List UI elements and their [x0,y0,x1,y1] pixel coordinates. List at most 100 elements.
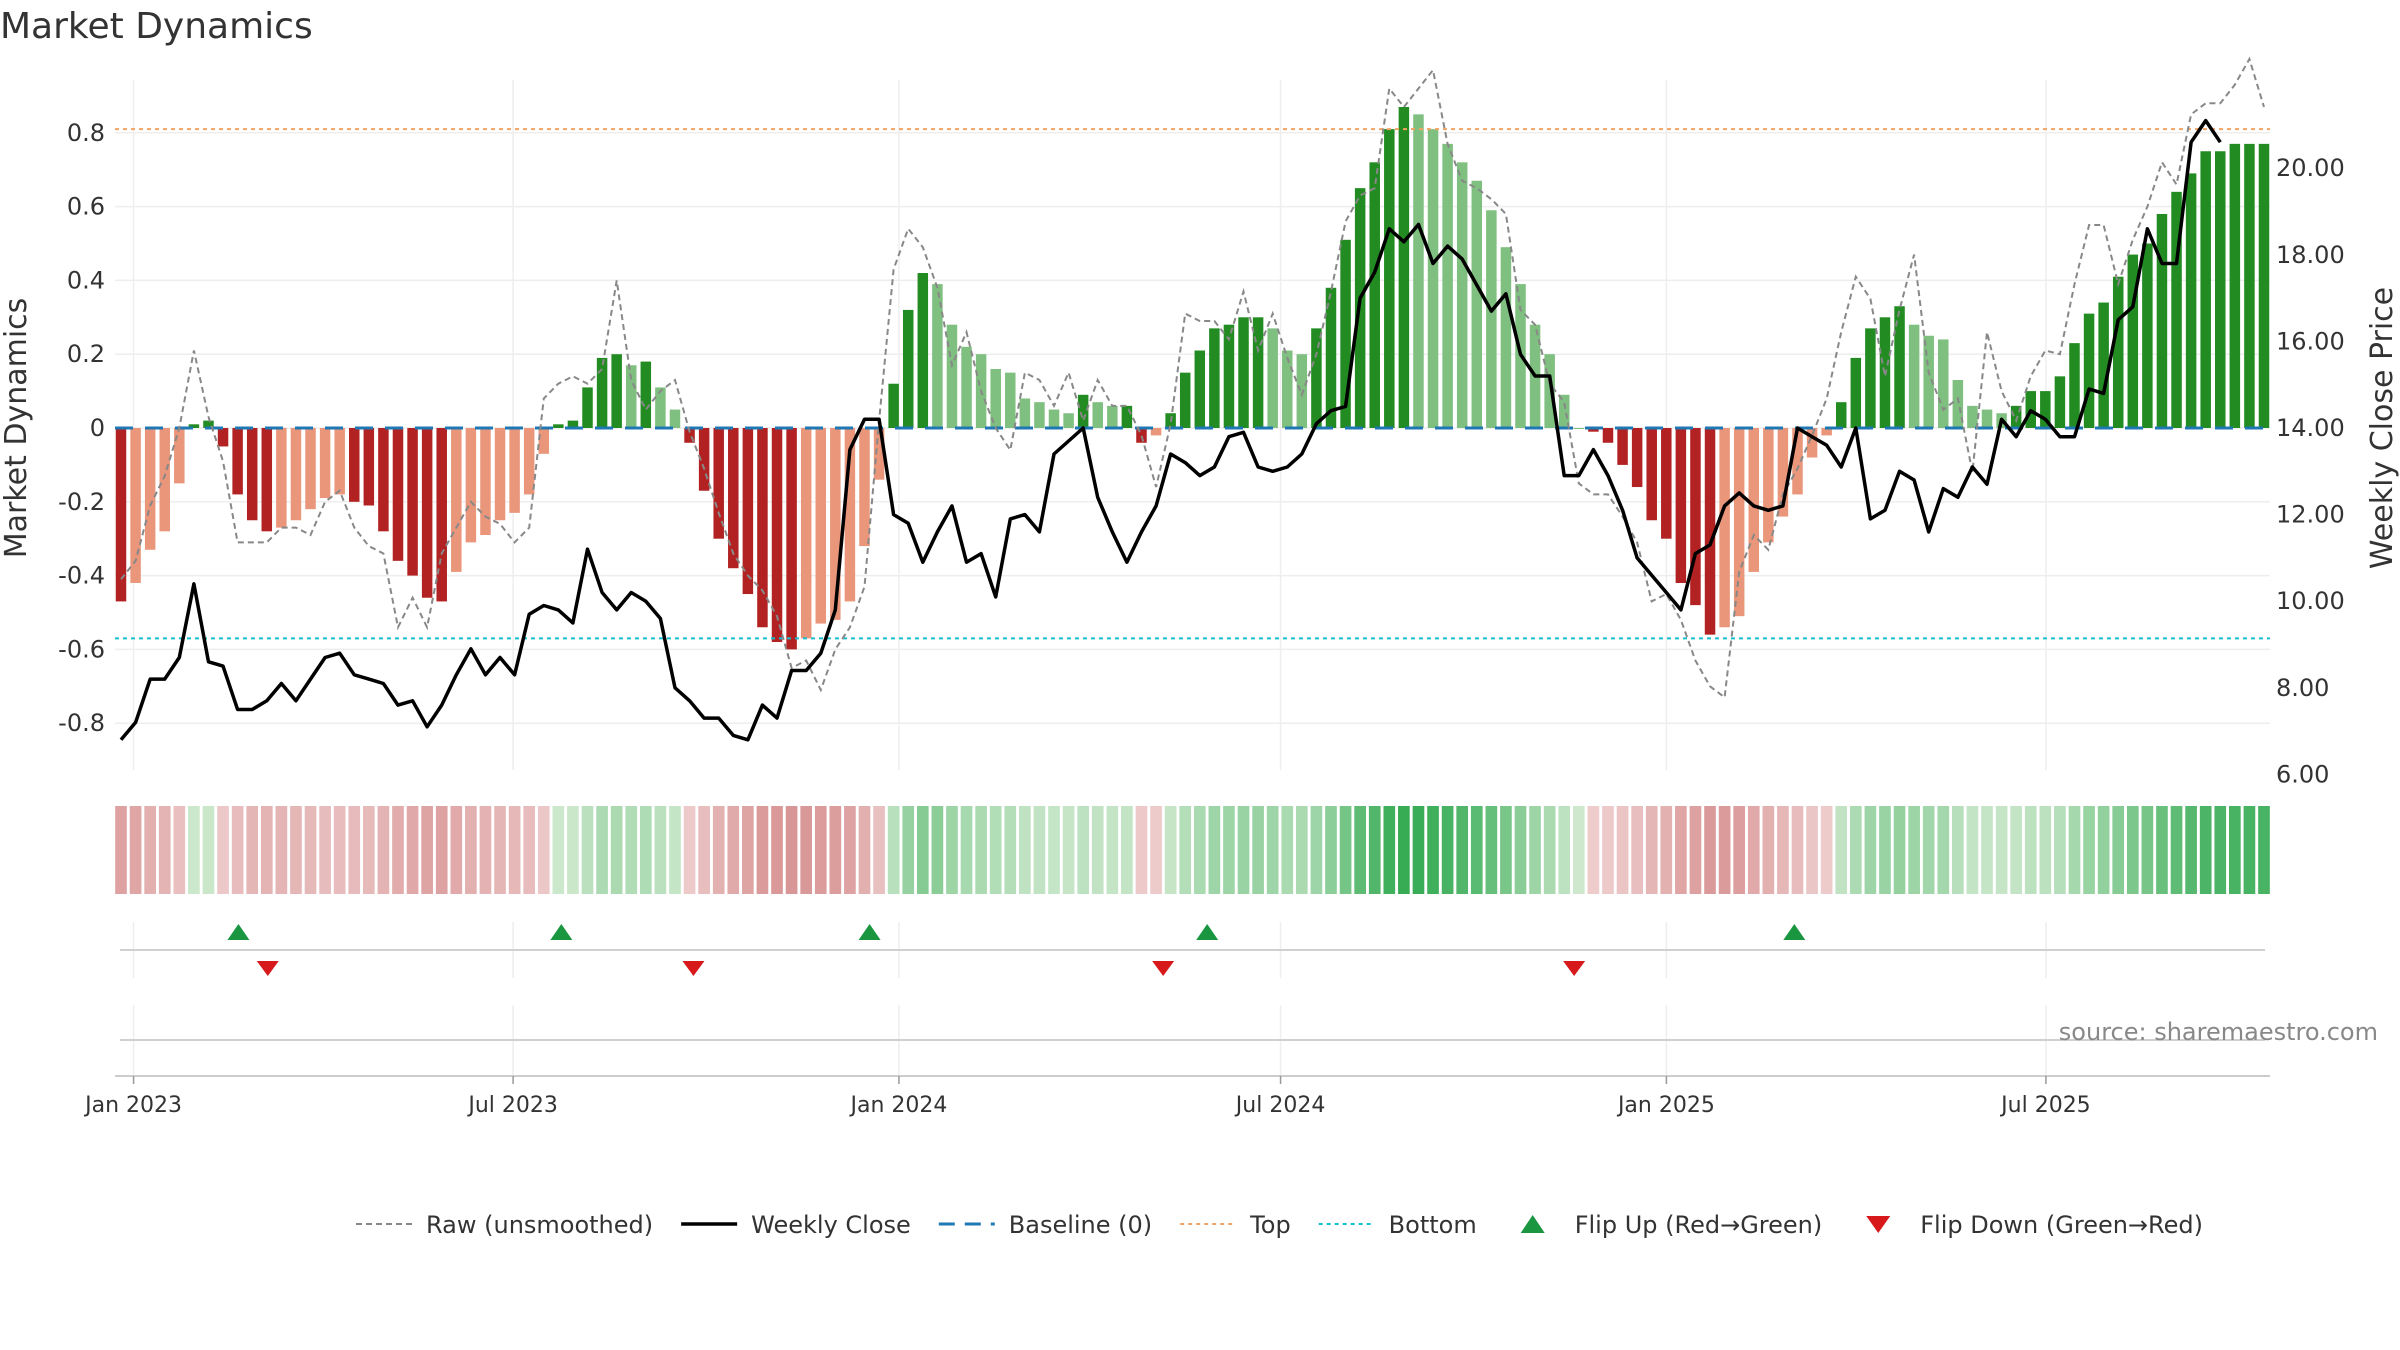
momentum-bar [786,428,797,650]
y2-tick-label: 18.00 [2276,241,2345,269]
regime-cell [1033,806,1046,894]
regime-cell [246,806,259,894]
regime-cell [742,806,754,894]
regime-cell [2126,806,2139,894]
legend-item: Flip Up (Red→Green) [1520,1211,1822,1239]
y-tick-label: 0.6 [67,193,105,221]
momentum-bar [1661,428,1672,539]
regime-cell [756,806,769,894]
regime-cell [1616,806,1629,894]
regime-cell [173,806,186,894]
regime-cell [1952,806,1964,894]
regime-cell [1835,806,1848,894]
regime-cell [2097,806,2110,894]
regime-cell [1208,806,1221,894]
momentum-bar [2127,254,2139,428]
regime-cell [1675,806,1687,894]
momentum-bar [1602,428,1614,443]
legend-label: Weekly Close [751,1211,911,1239]
regime-cell [669,806,681,894]
regime-cell [231,806,244,894]
regime-cell [1077,806,1089,894]
regime-cell [654,806,667,894]
flip-up-marker [227,924,250,940]
regime-cell [975,806,987,894]
momentum-bar [2244,143,2255,428]
momentum-bar [757,428,768,628]
momentum-bar [188,424,200,428]
regime-cell [465,806,477,894]
momentum-bar [1282,350,1293,428]
regime-cell [1849,806,1862,894]
legend-label: Top [1249,1211,1291,1239]
momentum-bars [115,106,2270,650]
momentum-bar [961,346,972,428]
momentum-bar [130,428,141,583]
y-tick-label: -0.8 [58,709,105,737]
raw-line [120,56,2265,700]
momentum-bar [2040,391,2051,428]
regime-cell [392,806,404,894]
regime-cell [567,806,579,894]
regime-cell [1689,806,1702,894]
regime-cell [800,806,813,894]
momentum-bar [1048,409,1060,428]
momentum-bar [625,365,637,428]
legend-label: Raw (unsmoothed) [426,1211,653,1239]
regime-cell [552,806,565,894]
regime-cell [1587,806,1600,894]
momentum-bar [1821,428,1832,436]
regime-cell [406,806,419,894]
momentum-bar [1296,354,1308,428]
regime-cell [844,806,856,894]
momentum-bar [1763,428,1774,543]
momentum-bar [1179,372,1191,428]
regime-cell [362,806,375,894]
regime-cell [2258,806,2270,894]
momentum-bar [363,428,375,506]
momentum-bar [1631,428,1643,488]
y2-tick-label: 14.00 [2276,414,2345,442]
legend-item: Weekly Close [681,1211,911,1239]
regime-cell [319,806,331,894]
momentum-bar [1486,210,1497,428]
momentum-bar [334,428,345,495]
momentum-bar [2156,213,2168,428]
regime-cell [1966,806,1979,894]
momentum-bar [246,428,258,521]
regime-cell [1398,806,1410,894]
momentum-bar [1923,335,1934,428]
momentum-bar [1558,394,1570,428]
regime-cell [1485,806,1498,894]
regime-cell [1558,806,1571,894]
momentum-bar [1748,428,1760,572]
regime-cell [1252,806,1264,894]
momentum-bar [1500,247,1512,428]
regime-cell [2243,806,2256,894]
regime-cell [2170,806,2183,894]
regime-cell [2083,806,2095,894]
flip-down-marker [1152,961,1175,976]
legend-label: Bottom [1389,1211,1477,1239]
momentum-bar [698,428,710,491]
regime-cell [435,806,448,894]
momentum-bar [1850,357,1862,428]
regime-cell [1937,806,1950,894]
flip-down-marker [1563,961,1586,976]
momentum-bar [217,428,229,447]
regime-cell [1514,806,1527,894]
momentum-bar [1442,143,1453,428]
regime-cell [771,806,783,894]
regime-cell [1427,806,1439,894]
momentum-bar [728,428,739,569]
y2-tick-label: 6.00 [2276,760,2329,788]
legend-item: Bottom [1318,1211,1477,1239]
momentum-bar [1835,402,1847,428]
regime-cell [523,806,536,894]
legend-item: Raw (unsmoothed) [356,1211,653,1239]
chart-title: Market Dynamics [0,6,313,47]
momentum-bar [771,428,783,643]
regime-cell [1339,806,1352,894]
momentum-bar [509,428,520,513]
momentum-bar [115,428,127,602]
